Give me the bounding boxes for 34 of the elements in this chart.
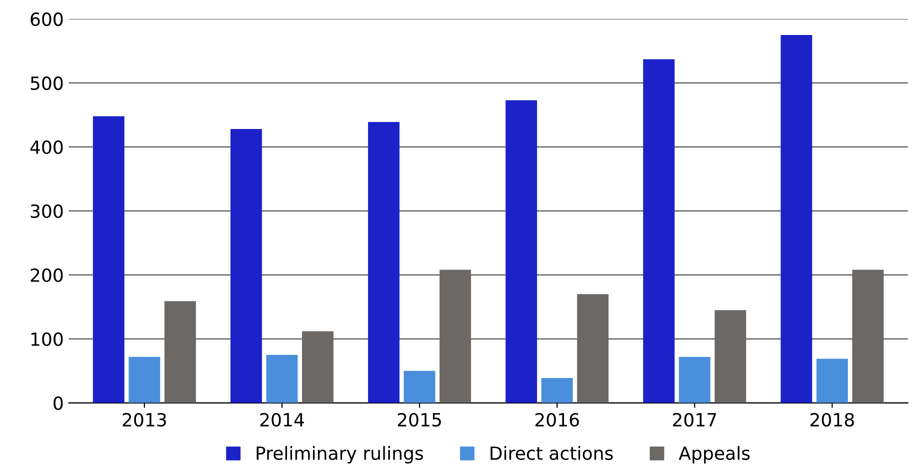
bar bbox=[541, 378, 573, 403]
y-tick-label: 500 bbox=[30, 76, 63, 90]
bar bbox=[643, 59, 675, 403]
bar bbox=[164, 301, 196, 403]
y-tick-label: 0 bbox=[54, 396, 63, 410]
y-tick-label: 100 bbox=[31, 332, 63, 346]
y-tick-label: 400 bbox=[30, 140, 63, 154]
bar bbox=[368, 122, 400, 403]
bar bbox=[440, 270, 472, 403]
bar bbox=[577, 294, 609, 403]
bar bbox=[852, 270, 884, 403]
bar bbox=[230, 129, 262, 403]
x-tick-label: 2015 bbox=[398, 412, 441, 427]
bar bbox=[714, 310, 746, 403]
bar bbox=[266, 354, 298, 403]
legend-label: Preliminary rulings bbox=[256, 446, 423, 464]
y-tick-label: 600 bbox=[30, 12, 63, 26]
bar bbox=[506, 100, 538, 403]
legend-label: Direct actions bbox=[490, 446, 613, 460]
legend-label: Appeals bbox=[678, 446, 750, 464]
y-tick-label: 300 bbox=[30, 204, 63, 218]
bar bbox=[92, 116, 124, 403]
x-tick-label: 2016 bbox=[535, 412, 579, 427]
y-tick-label: 200 bbox=[30, 268, 63, 282]
x-tick-label: 2017 bbox=[672, 412, 716, 427]
bar bbox=[404, 370, 436, 403]
bar bbox=[302, 331, 334, 403]
bar bbox=[780, 34, 812, 403]
bar bbox=[128, 356, 160, 403]
bar bbox=[678, 356, 710, 403]
bar bbox=[816, 358, 848, 403]
x-tick-label: 2013 bbox=[122, 412, 166, 427]
x-tick-label: 2018 bbox=[810, 412, 854, 427]
x-tick-label: 2014 bbox=[260, 412, 304, 427]
